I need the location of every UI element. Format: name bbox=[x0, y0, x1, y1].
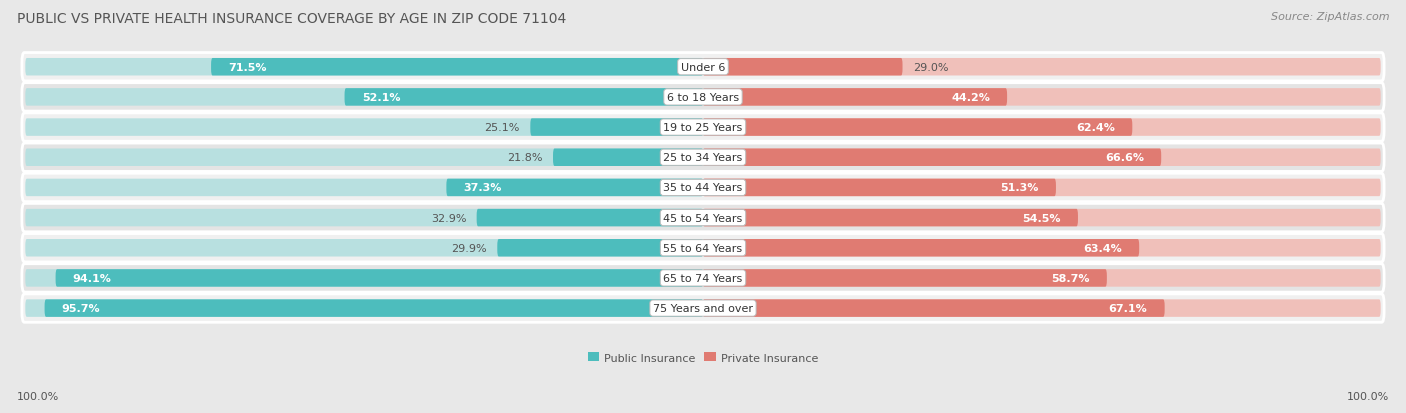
FancyBboxPatch shape bbox=[703, 179, 1056, 197]
FancyBboxPatch shape bbox=[703, 179, 1381, 197]
FancyBboxPatch shape bbox=[703, 270, 1381, 287]
FancyBboxPatch shape bbox=[25, 299, 703, 317]
Text: PUBLIC VS PRIVATE HEALTH INSURANCE COVERAGE BY AGE IN ZIP CODE 71104: PUBLIC VS PRIVATE HEALTH INSURANCE COVER… bbox=[17, 12, 567, 26]
FancyBboxPatch shape bbox=[703, 209, 1078, 227]
Text: 94.1%: 94.1% bbox=[73, 273, 111, 283]
FancyBboxPatch shape bbox=[25, 240, 703, 257]
FancyBboxPatch shape bbox=[25, 149, 703, 166]
FancyBboxPatch shape bbox=[25, 119, 703, 136]
FancyBboxPatch shape bbox=[703, 299, 1381, 317]
Text: Under 6: Under 6 bbox=[681, 63, 725, 73]
FancyBboxPatch shape bbox=[703, 149, 1161, 166]
FancyBboxPatch shape bbox=[703, 89, 1381, 107]
Text: 52.1%: 52.1% bbox=[361, 93, 401, 103]
FancyBboxPatch shape bbox=[56, 270, 703, 287]
Text: 66.6%: 66.6% bbox=[1105, 153, 1144, 163]
Text: Source: ZipAtlas.com: Source: ZipAtlas.com bbox=[1271, 12, 1389, 22]
FancyBboxPatch shape bbox=[703, 59, 1381, 76]
FancyBboxPatch shape bbox=[22, 114, 1384, 142]
FancyBboxPatch shape bbox=[703, 119, 1132, 136]
FancyBboxPatch shape bbox=[703, 149, 1381, 166]
FancyBboxPatch shape bbox=[530, 119, 703, 136]
Text: 100.0%: 100.0% bbox=[1347, 391, 1389, 401]
Text: 19 to 25 Years: 19 to 25 Years bbox=[664, 123, 742, 133]
Text: 55 to 64 Years: 55 to 64 Years bbox=[664, 243, 742, 253]
Text: 100.0%: 100.0% bbox=[17, 391, 59, 401]
Text: 45 to 54 Years: 45 to 54 Years bbox=[664, 213, 742, 223]
FancyBboxPatch shape bbox=[703, 209, 1381, 227]
FancyBboxPatch shape bbox=[25, 179, 703, 197]
Text: 62.4%: 62.4% bbox=[1076, 123, 1115, 133]
Text: 95.7%: 95.7% bbox=[62, 304, 100, 313]
Text: 75 Years and over: 75 Years and over bbox=[652, 304, 754, 313]
Text: 65 to 74 Years: 65 to 74 Years bbox=[664, 273, 742, 283]
FancyBboxPatch shape bbox=[45, 299, 703, 317]
Text: 44.2%: 44.2% bbox=[950, 93, 990, 103]
FancyBboxPatch shape bbox=[22, 53, 1384, 82]
FancyBboxPatch shape bbox=[25, 89, 703, 107]
Text: 35 to 44 Years: 35 to 44 Years bbox=[664, 183, 742, 193]
FancyBboxPatch shape bbox=[22, 234, 1384, 262]
FancyBboxPatch shape bbox=[211, 59, 703, 76]
FancyBboxPatch shape bbox=[25, 209, 703, 227]
FancyBboxPatch shape bbox=[344, 89, 703, 107]
Text: 54.5%: 54.5% bbox=[1022, 213, 1060, 223]
FancyBboxPatch shape bbox=[25, 59, 703, 76]
FancyBboxPatch shape bbox=[498, 240, 703, 257]
Text: 32.9%: 32.9% bbox=[430, 213, 467, 223]
FancyBboxPatch shape bbox=[553, 149, 703, 166]
FancyBboxPatch shape bbox=[22, 204, 1384, 232]
Text: 25 to 34 Years: 25 to 34 Years bbox=[664, 153, 742, 163]
FancyBboxPatch shape bbox=[22, 294, 1384, 323]
Text: 6 to 18 Years: 6 to 18 Years bbox=[666, 93, 740, 103]
FancyBboxPatch shape bbox=[22, 83, 1384, 112]
Text: 63.4%: 63.4% bbox=[1083, 243, 1122, 253]
Text: 67.1%: 67.1% bbox=[1109, 304, 1147, 313]
FancyBboxPatch shape bbox=[703, 119, 1381, 136]
Text: 21.8%: 21.8% bbox=[508, 153, 543, 163]
Legend: Public Insurance, Private Insurance: Public Insurance, Private Insurance bbox=[583, 348, 823, 367]
Text: 51.3%: 51.3% bbox=[1001, 183, 1039, 193]
FancyBboxPatch shape bbox=[703, 89, 1007, 107]
Text: 29.0%: 29.0% bbox=[912, 63, 948, 73]
Text: 29.9%: 29.9% bbox=[451, 243, 486, 253]
Text: 37.3%: 37.3% bbox=[464, 183, 502, 193]
FancyBboxPatch shape bbox=[703, 299, 1164, 317]
FancyBboxPatch shape bbox=[22, 264, 1384, 292]
FancyBboxPatch shape bbox=[703, 59, 903, 76]
FancyBboxPatch shape bbox=[22, 144, 1384, 172]
FancyBboxPatch shape bbox=[703, 240, 1139, 257]
FancyBboxPatch shape bbox=[446, 179, 703, 197]
Text: 25.1%: 25.1% bbox=[485, 123, 520, 133]
FancyBboxPatch shape bbox=[22, 174, 1384, 202]
FancyBboxPatch shape bbox=[477, 209, 703, 227]
FancyBboxPatch shape bbox=[25, 270, 703, 287]
Text: 58.7%: 58.7% bbox=[1052, 273, 1090, 283]
FancyBboxPatch shape bbox=[703, 270, 1107, 287]
FancyBboxPatch shape bbox=[703, 240, 1381, 257]
Text: 71.5%: 71.5% bbox=[228, 63, 267, 73]
